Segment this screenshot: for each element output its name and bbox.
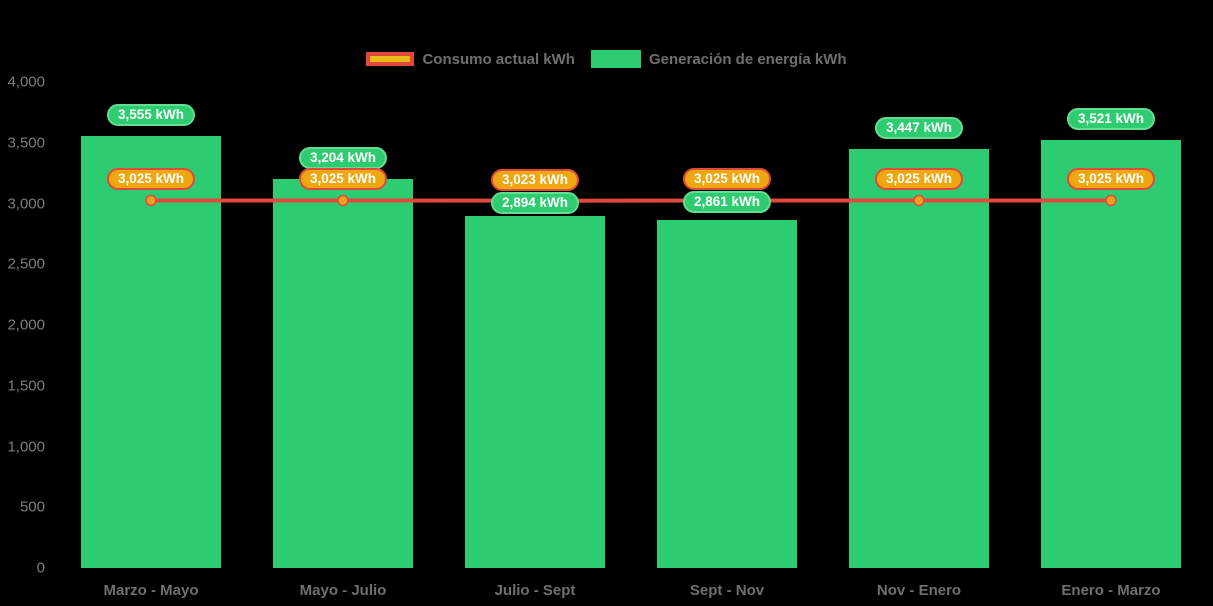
legend-item-generation[interactable]: Generación de energía kWh — [590, 50, 847, 68]
generation-value-label: 3,521 kWh — [1066, 108, 1156, 131]
legend-item-consumption[interactable]: Consumo actual kWh — [366, 51, 575, 68]
consumption-value-label: 3,025 kWh — [682, 168, 772, 191]
consumption-value-label: 3,025 kWh — [106, 168, 196, 191]
legend-swatch-generation — [590, 50, 641, 68]
y-axis-tick-label: 500 — [19, 498, 45, 516]
y-axis-tick-label: 0 — [36, 559, 45, 577]
consumption-value-label: 3,023 kWh — [490, 168, 580, 191]
generation-value-label: 3,555 kWh — [106, 104, 196, 127]
consumption-value-label: 3,025 kWh — [874, 168, 964, 191]
generation-bar[interactable] — [849, 149, 989, 568]
generation-bar[interactable] — [465, 216, 605, 568]
generation-bar[interactable] — [657, 220, 797, 568]
y-axis-tick-label: 4,000 — [7, 73, 45, 91]
x-axis-category-label: Julio - Sept — [494, 582, 576, 599]
generation-value-label: 3,447 kWh — [874, 117, 964, 140]
generation-value-label: 3,204 kWh — [298, 146, 388, 169]
x-axis-category-label: Marzo - Mayo — [103, 582, 199, 599]
x-axis-category-label: Sept - Nov — [689, 582, 765, 599]
generation-value-label: 2,894 kWh — [490, 191, 580, 214]
generation-bar[interactable] — [81, 136, 221, 568]
y-axis-tick-label: 3,000 — [7, 195, 45, 212]
x-axis-category-label: Enero - Marzo — [1061, 582, 1161, 599]
y-axis-tick-label: 1,000 — [7, 438, 45, 455]
legend-label: Generación de energía kWh — [648, 50, 847, 68]
y-axis-tick-label: 2,500 — [7, 255, 45, 273]
chart-legend: Consumo actual kWh Generación de energía … — [0, 50, 1213, 68]
consumption-value-label: 3,025 kWh — [1066, 168, 1156, 191]
generation-bar[interactable] — [1041, 140, 1181, 568]
x-axis-category-label: Nov - Enero — [876, 582, 962, 599]
generation-bar[interactable] — [273, 178, 413, 568]
legend-label: Consumo actual kWh — [422, 50, 575, 68]
generation-value-label: 2,861 kWh — [682, 191, 772, 214]
y-axis-tick-label: 2,000 — [7, 316, 45, 334]
legend-swatch-consumption — [366, 52, 415, 66]
y-axis-tick-label: 3,500 — [7, 134, 45, 152]
consumption-value-label: 3,025 kWh — [298, 168, 388, 191]
y-axis-tick-label: 1,500 — [7, 377, 45, 395]
x-axis-category-label: Mayo - Julio — [299, 582, 387, 599]
